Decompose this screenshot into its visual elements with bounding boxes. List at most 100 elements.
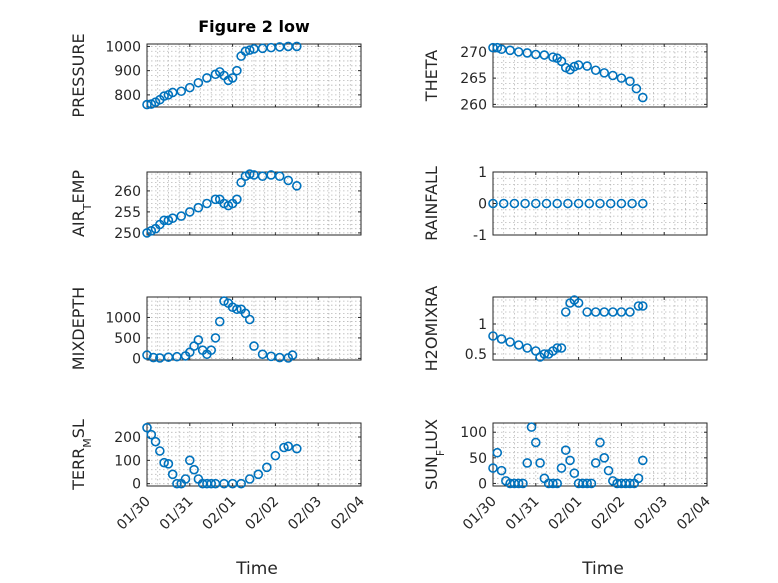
data-point bbox=[189, 464, 199, 475]
data-point bbox=[526, 422, 537, 432]
chart-title: Figure 2 low bbox=[198, 17, 310, 36]
data-point bbox=[522, 48, 533, 58]
data-point bbox=[625, 76, 635, 87]
y-tick-label: 0 bbox=[478, 197, 487, 213]
x-axis-label: Time bbox=[235, 559, 278, 579]
data-point bbox=[159, 91, 169, 101]
data-point bbox=[193, 202, 204, 213]
data-point bbox=[244, 474, 255, 484]
y-tick-label: 500 bbox=[114, 331, 141, 347]
data-point bbox=[206, 478, 216, 489]
data-point bbox=[274, 171, 285, 181]
data-point bbox=[210, 333, 221, 343]
data-point bbox=[573, 298, 584, 308]
data-point bbox=[492, 42, 503, 53]
data-point bbox=[541, 198, 552, 209]
data-point bbox=[509, 198, 520, 209]
data-point bbox=[552, 478, 563, 489]
data-point bbox=[142, 422, 152, 433]
data-point bbox=[257, 171, 268, 181]
subplot-7: 0 100 200 TERRMSL 01/30 01/31 02/01 02/02 02/03 0… bbox=[69, 419, 368, 579]
data-point bbox=[202, 73, 212, 83]
y-tick-label: 200 bbox=[114, 430, 141, 446]
data-point bbox=[488, 198, 498, 209]
y-tick-label: 0 bbox=[132, 351, 141, 367]
y-tick-label: 1000 bbox=[105, 310, 141, 326]
data-point bbox=[605, 198, 616, 209]
data-point bbox=[535, 458, 545, 468]
data-point bbox=[146, 429, 157, 440]
data-point bbox=[287, 350, 298, 360]
data-point bbox=[552, 343, 563, 353]
y-tick-label: 50 bbox=[469, 451, 487, 467]
data-point bbox=[492, 447, 503, 458]
y-axis-label: TERRMSL bbox=[69, 419, 94, 491]
data-point bbox=[590, 307, 601, 317]
data-point bbox=[565, 455, 575, 466]
data-point bbox=[206, 345, 216, 355]
x-axis-label: Time bbox=[581, 559, 624, 579]
subplot-4: -1 0 1 RAINFALL bbox=[422, 165, 708, 244]
data-point bbox=[599, 453, 610, 463]
y-axis-label: THETA bbox=[422, 50, 441, 102]
data-point bbox=[236, 478, 246, 489]
data-point bbox=[637, 455, 648, 466]
data-point bbox=[159, 215, 169, 226]
y-axis-label: SUNFLUX bbox=[422, 419, 447, 490]
data-point bbox=[185, 455, 195, 466]
data-point bbox=[193, 77, 204, 88]
data-point bbox=[513, 478, 524, 489]
data-point bbox=[176, 211, 187, 221]
data-point bbox=[599, 68, 610, 78]
data-point bbox=[595, 198, 605, 209]
data-point bbox=[625, 307, 635, 317]
y-axis-label: MIXDEPTH bbox=[69, 287, 88, 370]
data-point bbox=[270, 450, 281, 461]
data-point bbox=[193, 335, 204, 345]
data-point bbox=[530, 198, 541, 209]
data-point bbox=[172, 478, 182, 489]
y-tick-label: 270 bbox=[460, 45, 487, 61]
data-point bbox=[595, 437, 605, 448]
data-point bbox=[232, 194, 242, 205]
data-point bbox=[631, 83, 642, 94]
y-tick-label: 1000 bbox=[105, 39, 141, 55]
data-point bbox=[633, 473, 644, 484]
data-point bbox=[556, 56, 567, 67]
data-point bbox=[283, 175, 294, 186]
x-tick-label: 02/04 bbox=[328, 493, 368, 533]
data-point bbox=[518, 478, 528, 489]
axes-box bbox=[492, 43, 708, 108]
subplot-3: 250 255 260 AIRTEMP bbox=[69, 169, 362, 242]
data-point bbox=[244, 169, 255, 179]
data-point bbox=[488, 463, 498, 473]
y-axis-label: H2OMIXRA bbox=[422, 286, 441, 372]
data-point bbox=[155, 446, 165, 456]
axes-box bbox=[146, 296, 362, 361]
y-tick-label: 255 bbox=[114, 205, 141, 221]
data-point bbox=[556, 463, 567, 473]
data-point bbox=[167, 213, 178, 223]
data-point bbox=[185, 207, 195, 217]
data-point bbox=[244, 314, 255, 325]
y-tick-label: 800 bbox=[114, 88, 141, 104]
data-point bbox=[582, 61, 592, 71]
data-point bbox=[148, 352, 159, 363]
data-point bbox=[249, 341, 259, 351]
subplot-6: 0.5 1 H2OMIXRA bbox=[422, 286, 708, 372]
y-tick-label: 100 bbox=[114, 453, 141, 469]
y-tick-label: 1 bbox=[478, 165, 487, 181]
data-point bbox=[262, 462, 272, 473]
x-tick-label: 02/03 bbox=[285, 494, 325, 534]
data-point bbox=[253, 469, 264, 480]
x-tick-label: 02/04 bbox=[674, 493, 714, 533]
data-point bbox=[625, 478, 635, 489]
data-point bbox=[582, 478, 592, 489]
x-tick-label: 02/02 bbox=[242, 494, 282, 534]
x-tick-label: 01/31 bbox=[157, 494, 197, 534]
data-point bbox=[569, 468, 580, 479]
data-point bbox=[185, 82, 195, 93]
data-point bbox=[563, 198, 573, 209]
x-tick-label: 02/02 bbox=[588, 494, 628, 534]
